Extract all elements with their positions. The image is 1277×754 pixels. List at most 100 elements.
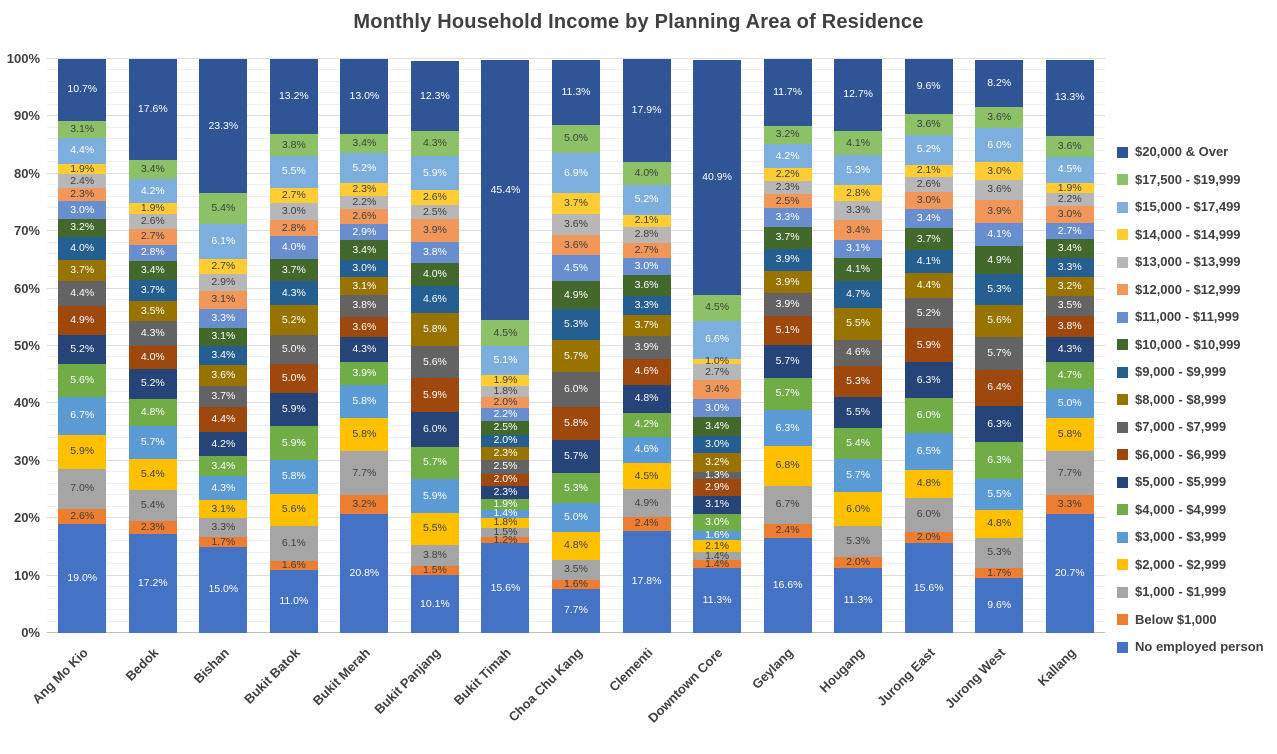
- segment-value-label: 23.3%: [208, 119, 239, 132]
- bar-segment-12-000-12-999: 3.0%: [1045, 206, 1094, 224]
- bar-segment-11-000-11-999: 3.0%: [693, 399, 742, 417]
- segment-value-label: 1.2%: [493, 533, 518, 546]
- segment-value-label: 2.4%: [775, 524, 800, 537]
- segment-value-label: 2.1%: [705, 539, 730, 552]
- segment-value-label: 4.4%: [211, 413, 236, 426]
- bar-segment-6-000-6-999: 5.9%: [410, 378, 459, 413]
- segment-value-label: 2.3%: [493, 485, 518, 498]
- legend-label: $1,000 - $1,999: [1135, 584, 1227, 599]
- bar-segment-14-000-14-999: 2.7%: [199, 258, 248, 275]
- segment-value-label: 2.6%: [70, 509, 95, 522]
- segment-value-label: 2.5%: [493, 421, 518, 434]
- segment-value-label: 2.3%: [775, 180, 800, 193]
- segment-value-label: 4.3%: [281, 286, 306, 299]
- bar-segment-no-employed-person: 15.6%: [904, 543, 953, 633]
- y-tick-label: 50%: [13, 338, 40, 353]
- bar-segment-15-000-17-499: 6.0%: [975, 127, 1024, 163]
- segment-value-label: 5.8%: [352, 394, 377, 407]
- bar-segment-below-1-000: 1.2%: [481, 533, 530, 546]
- segment-value-label: 3.5%: [1057, 299, 1082, 312]
- bar-segment-7-000-7-999: 3.8%: [340, 295, 389, 317]
- segment-value-label: 19.0%: [67, 571, 98, 584]
- bar-segment-5-000-5-999: 5.9%: [269, 392, 318, 427]
- bar-segment-below-1-000: 1.6%: [552, 578, 600, 589]
- bar-segment-14-000-14-999: 2.1%: [904, 164, 953, 177]
- bar-segment-6-000-6-999: 4.0%: [128, 346, 177, 370]
- bar-segment-below-1-000: 2.6%: [58, 509, 107, 524]
- bar-segment-1-000-1-999: 4.9%: [622, 488, 671, 518]
- bar-segment-3-000-3-999: 1.4%: [481, 508, 530, 519]
- segment-value-label: 2.5%: [775, 194, 800, 207]
- bar-segment-15-000-17-499: 5.5%: [269, 156, 318, 188]
- segment-value-label: 10.7%: [67, 83, 98, 96]
- bar-segment-1-000-1-999: 7.0%: [58, 468, 107, 510]
- bar-segment-20-000-over: 45.4%: [481, 59, 530, 321]
- legend-swatch-icon: [1117, 311, 1128, 323]
- bar-segment-4-000-4-999: 3.4%: [199, 456, 248, 476]
- bar-segment-15-000-17-499: 5.2%: [622, 184, 671, 215]
- bar-segment-10-000-10-999: 3.7%: [904, 228, 953, 250]
- segment-value-label: 3.6%: [352, 320, 377, 333]
- segment-value-label: 13.3%: [1054, 91, 1085, 104]
- bar-segment-12-000-12-999: 2.7%: [128, 229, 177, 245]
- bar-segment-12-000-12-999: 3.4%: [693, 379, 742, 400]
- segment-value-label: 3.0%: [70, 203, 95, 216]
- segment-value-label: 5.5%: [987, 487, 1012, 500]
- segment-value-label: 3.9%: [775, 297, 800, 310]
- legend-label: $10,000 - $10,999: [1135, 336, 1241, 352]
- segment-value-label: 4.7%: [1057, 369, 1082, 382]
- bar-segment-13-000-13-999: 2.6%: [128, 214, 177, 230]
- bar-segment-4-000-4-999: 5.6%: [58, 364, 107, 397]
- bar-segment-4-000-4-999: 6.0%: [904, 398, 953, 433]
- segment-value-label: 20.8%: [349, 566, 380, 579]
- segment-value-label: 5.7%: [987, 346, 1012, 359]
- segment-value-label: 5.4%: [211, 201, 236, 214]
- segment-value-label: 5.9%: [281, 402, 306, 415]
- bar-segment-13-000-13-999: 3.6%: [975, 179, 1024, 201]
- segment-value-label: 3.4%: [140, 162, 165, 175]
- legend-item-11-000-11-999: $11,000 - $11,999: [1117, 310, 1264, 323]
- segment-value-label: 6.5%: [916, 444, 941, 457]
- bar-hougang: 12.7% 4.1% 5.3% 2.8% 3.3% 3.4% 3.1% 4.1% 4.7% 5.5…: [834, 58, 883, 633]
- segment-value-label: 3.3%: [775, 211, 800, 224]
- bar-segment-7-000-7-999: 1.3%: [693, 470, 742, 481]
- bar-segment-3-000-3-999: 5.7%: [128, 426, 177, 460]
- segment-value-label: 3.4%: [140, 263, 165, 276]
- segment-value-label: 15.0%: [208, 583, 239, 596]
- bar-segment-7-000-7-999: 4.4%: [58, 281, 107, 307]
- bar-segment-5-000-5-999: 5.5%: [834, 396, 883, 429]
- segment-value-label: 1.9%: [1057, 181, 1082, 194]
- segment-value-label: 11.3%: [702, 594, 732, 607]
- segment-value-label: 1.5%: [422, 564, 447, 577]
- bar-segment-2-000-2-999: 4.8%: [975, 510, 1024, 538]
- bar-segment-13-000-13-999: 2.2%: [1045, 193, 1094, 207]
- bar-segment-8-000-8-999: 3.7%: [58, 259, 107, 282]
- bar-segment-12-000-12-999: 3.6%: [552, 234, 600, 256]
- bar-segment-8-000-8-999: 5.8%: [410, 312, 459, 347]
- bar-segment-no-employed-person: 11.0%: [269, 569, 318, 633]
- segment-value-label: 45.4%: [490, 183, 521, 196]
- bar-segment-1-000-1-999: 7.7%: [1045, 451, 1094, 496]
- bar-segment-9-000-9-999: 3.3%: [622, 296, 671, 316]
- segment-value-label: 4.9%: [634, 496, 659, 509]
- segment-value-label: 4.5%: [705, 301, 730, 314]
- bar-segment-4-000-4-999: 5.9%: [269, 426, 318, 461]
- segment-value-label: 1.8%: [493, 384, 518, 397]
- segment-value-label: 5.3%: [564, 481, 588, 494]
- bar-segment-4-000-4-999: 5.4%: [834, 428, 883, 460]
- bar-segment-8-000-8-999: 2.3%: [481, 446, 530, 460]
- segment-value-label: 4.0%: [70, 241, 95, 254]
- bar-segment-2-000-2-999: 6.8%: [763, 446, 812, 486]
- legend-item-15-000-17-499: $15,000 - $17,499: [1117, 200, 1264, 213]
- segment-value-label: 5.6%: [422, 355, 447, 368]
- bar-segment-3-000-3-999: 4.3%: [199, 475, 248, 501]
- bar-segment-12-000-12-999: 2.5%: [763, 194, 812, 209]
- bar-segment-below-1-000: 2.0%: [904, 532, 953, 544]
- bar-kallang: 13.3% 3.6% 4.5% 1.9% 2.2% 3.0% 2.7% 3.4% 3.3% 3.2…: [1045, 59, 1094, 633]
- legend-swatch-icon: [1117, 284, 1128, 295]
- bar-segment-20-000-over: 12.7%: [834, 58, 883, 132]
- segment-value-label: 5.7%: [422, 456, 447, 469]
- bar-segment-10-000-10-999: 3.1%: [199, 327, 248, 346]
- bar-segment-no-employed-person: 20.8%: [340, 513, 389, 633]
- bar-segment-6-000-6-999: 5.3%: [834, 366, 883, 397]
